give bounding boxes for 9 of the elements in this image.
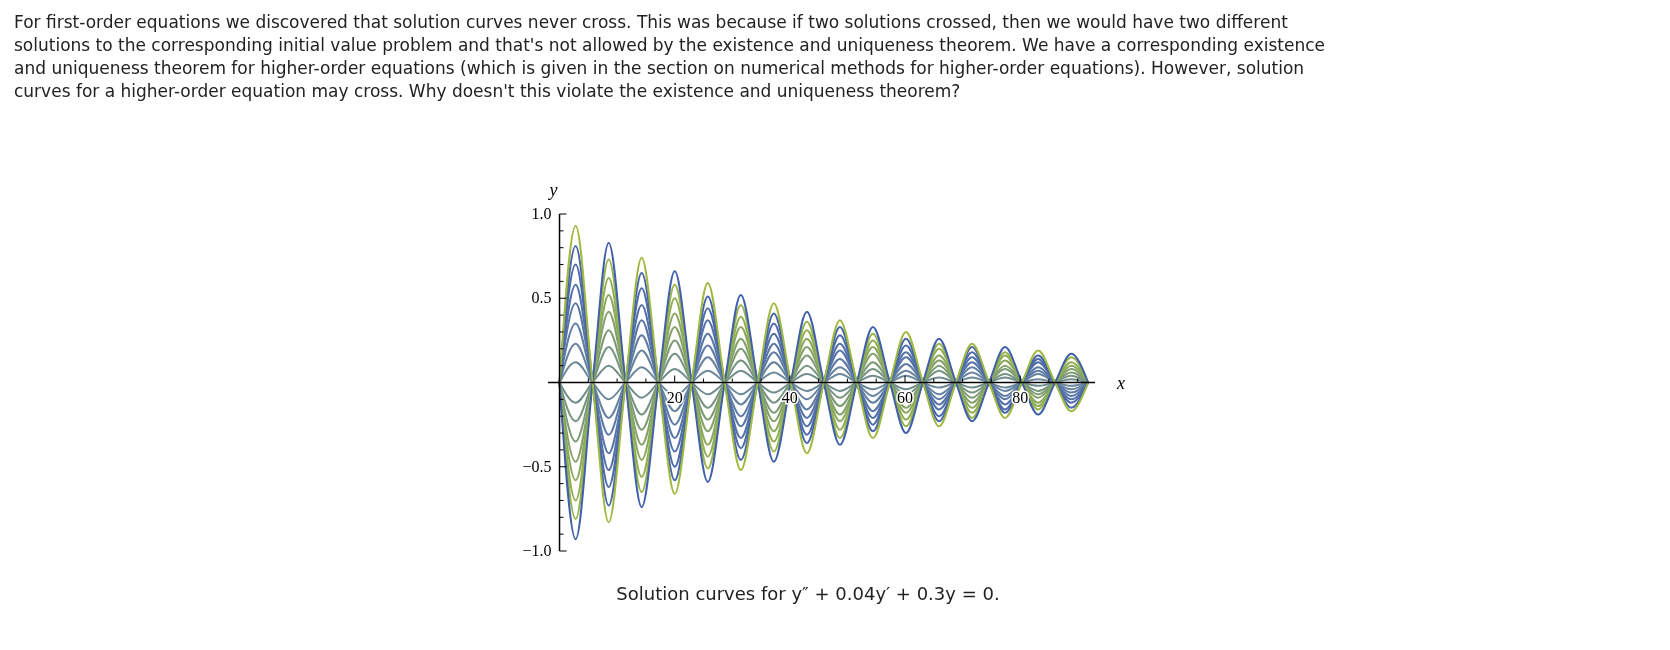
y-tick-label: −1.0 [522, 542, 552, 559]
y-axis-title: y [547, 180, 558, 200]
y-tick-label: −0.5 [522, 457, 552, 475]
x-axis-title: x [1116, 372, 1125, 393]
y-tick-label: 1.0 [531, 205, 552, 222]
chart-title: For first-order equations we discovered that solution curves never cross. This was because if two solutions crossed, then we would have two different solutions to the corresponding initial value problem and that's not allowed by the existence and uniqueness theorem. We have a corresponding existence and uniqueness theorem for higher-order equations (which is given in the section on numerical methods for higher-order equations). However, solution curves for a higher-order equation may cross. Why doesn't this violate the existence and uniqueness theorem? [14, 12, 1326, 101]
x-tick-label: 60 [896, 388, 913, 406]
text: Solution curves for y″ + 0.04y′ + 0.3y = 0. [616, 583, 1000, 604]
y-tick-label: 0.5 [531, 289, 552, 307]
